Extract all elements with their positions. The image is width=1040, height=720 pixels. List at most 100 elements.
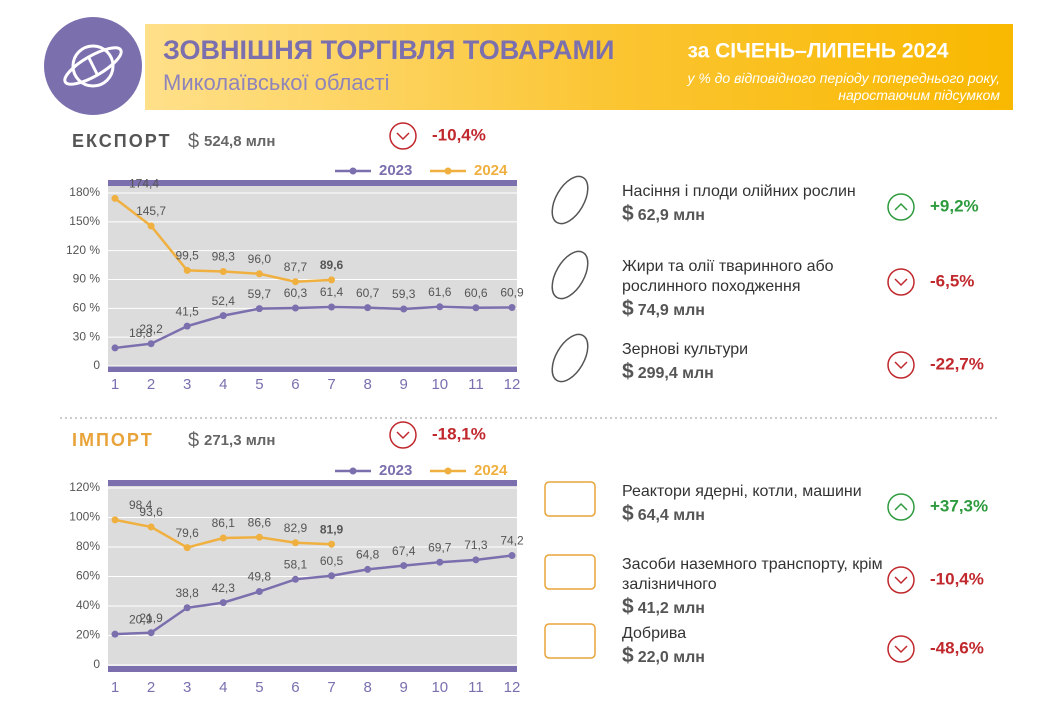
data-label: 59,3 xyxy=(392,287,416,301)
item-amount: 74,9 млн xyxy=(637,302,705,319)
data-label: 79,6 xyxy=(176,526,200,540)
item-currency: $ xyxy=(622,595,634,618)
point xyxy=(291,304,299,312)
change-arrow xyxy=(894,645,908,654)
point xyxy=(183,266,191,274)
y-tick-label: 0 xyxy=(93,358,100,372)
data-label: 69,7 xyxy=(428,540,452,554)
change-badge xyxy=(389,421,417,449)
icon-shape xyxy=(544,481,596,517)
legend-dot xyxy=(444,467,452,475)
item-amount: 41,2 млн xyxy=(637,600,705,617)
data-label: 145,7 xyxy=(136,204,166,218)
point xyxy=(472,304,480,312)
x-tick-label: 5 xyxy=(255,376,263,393)
plot-area xyxy=(108,180,517,372)
legend-dot xyxy=(349,467,357,475)
data-label: 49,8 xyxy=(248,570,272,584)
item-currency: $ xyxy=(622,502,634,525)
data-label: 86,6 xyxy=(248,515,272,529)
data-label: 52,4 xyxy=(212,294,236,308)
change-value: -18,1% xyxy=(432,424,486,443)
y-tick-label: 90 % xyxy=(73,272,101,286)
point xyxy=(183,604,191,612)
item-name: Насіння і плоди олійних рослин xyxy=(622,183,856,200)
data-label: 99,5 xyxy=(176,249,200,263)
x-tick-label: 10 xyxy=(431,376,448,393)
change-badge xyxy=(887,493,915,521)
x-tick-label: 2 xyxy=(147,376,155,393)
x-tick-label: 7 xyxy=(327,376,335,393)
data-label: 41,5 xyxy=(176,304,200,318)
data-label: 74,2 xyxy=(500,534,524,548)
point xyxy=(111,194,119,202)
y-tick-label: 120% xyxy=(69,480,100,494)
data-label: 60,5 xyxy=(320,554,344,568)
x-tick-label: 12 xyxy=(504,679,521,696)
header-band xyxy=(145,24,1013,110)
item-amount: 64,4 млн xyxy=(637,507,705,524)
item-amount: 62,9 млн xyxy=(637,207,705,224)
icon-shape xyxy=(551,175,589,225)
point xyxy=(219,534,227,542)
item: Жири та олії тваринного або рослинного п… xyxy=(622,257,887,321)
item-icon xyxy=(544,554,596,590)
point xyxy=(328,276,336,284)
item-amount: 299,4 млн xyxy=(637,365,714,382)
x-tick-label: 9 xyxy=(400,679,408,696)
data-label: 60,9 xyxy=(500,286,524,300)
point xyxy=(328,540,336,548)
data-label: 20,9 xyxy=(129,612,153,626)
point xyxy=(255,305,263,313)
item: Насіння і плоди олійних рослин $62,9 млн xyxy=(622,182,887,226)
legend-label: 2023 xyxy=(379,162,412,179)
x-tick-label: 4 xyxy=(219,376,227,393)
section-label: ІМПОРТ xyxy=(72,430,154,450)
subtitle: Миколаївської області xyxy=(163,70,390,95)
legend-dot xyxy=(444,167,452,175)
change-badge xyxy=(887,351,915,379)
data-label: 93,6 xyxy=(139,505,163,519)
data-label: 38,8 xyxy=(176,586,200,600)
change-badge xyxy=(389,122,417,150)
item-name: Жири та олії тваринного або рослинного п… xyxy=(622,258,834,295)
change-arrow xyxy=(894,361,908,370)
point xyxy=(291,575,299,583)
y-tick-label: 30 % xyxy=(73,329,101,343)
x-tick-label: 5 xyxy=(255,679,263,696)
y-tick-label: 80% xyxy=(76,539,100,553)
x-tick-label: 3 xyxy=(183,376,191,393)
section-currency: $ xyxy=(188,429,199,451)
item-icon xyxy=(544,481,596,517)
point xyxy=(508,552,516,560)
point xyxy=(147,523,155,531)
item-amount-row: $64,4 млн xyxy=(622,502,887,526)
point xyxy=(291,278,299,286)
point xyxy=(255,533,263,541)
section-label: ЕКСПОРТ xyxy=(72,131,171,151)
legend-label: 2024 xyxy=(474,462,508,479)
item: Реактори ядерні, котли, машини $64,4 млн xyxy=(622,482,887,526)
change-value: -6,5% xyxy=(930,271,974,290)
legend-dot xyxy=(349,167,357,175)
plot-bottom-band xyxy=(108,666,517,672)
plot-top-band xyxy=(108,480,517,486)
y-tick-label: 60 % xyxy=(73,301,101,315)
x-tick-label: 3 xyxy=(183,679,191,696)
data-label: 86,1 xyxy=(212,516,236,530)
y-tick-label: 60% xyxy=(76,569,100,583)
data-label: 60,7 xyxy=(356,286,380,300)
change-badge xyxy=(887,635,915,663)
point xyxy=(291,539,299,547)
point xyxy=(364,565,372,573)
item-amount-row: $62,9 млн xyxy=(622,202,887,226)
y-tick-label: 20% xyxy=(76,628,100,642)
point xyxy=(328,572,336,580)
data-label: 98,3 xyxy=(212,250,236,264)
x-tick-label: 12 xyxy=(504,376,521,393)
change-badge xyxy=(887,566,915,594)
item-icon xyxy=(551,333,589,383)
item-amount-row: $41,2 млн xyxy=(622,595,887,619)
x-tick-label: 6 xyxy=(291,679,299,696)
